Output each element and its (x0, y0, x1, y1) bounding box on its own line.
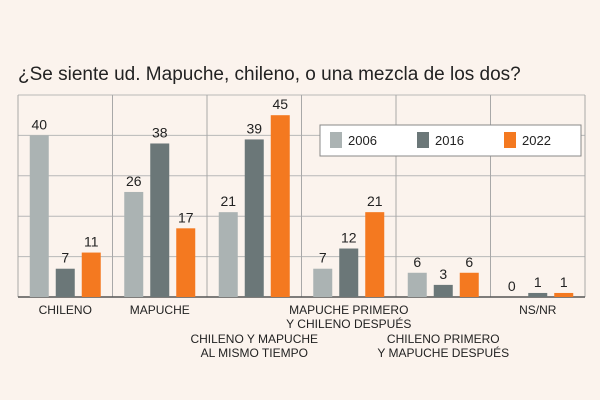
bar-2016-3 (339, 248, 359, 297)
value-label-2022-3: 21 (367, 193, 383, 209)
legend-label-2016: 2016 (435, 133, 464, 148)
category-label-4: CHILENO PRIMERO Y MAPUCHE DESPUÉS (377, 332, 509, 360)
value-label-2016-3: 12 (341, 230, 357, 246)
bar-2016-5 (528, 292, 548, 297)
bar-2022-1 (176, 228, 196, 297)
value-label-2022-1: 17 (178, 209, 194, 225)
value-label-2022-4: 6 (465, 254, 473, 270)
value-label-2016-4: 3 (439, 266, 447, 282)
bar-2016-2 (244, 139, 264, 297)
value-label-2016-5: 1 (534, 274, 542, 290)
legend-label-2006: 2006 (348, 133, 377, 148)
bar-2006-1 (124, 191, 144, 297)
bar-2016-1 (150, 143, 170, 297)
value-label-2016-1: 38 (152, 124, 168, 140)
bar-2022-3 (365, 212, 385, 297)
bar-2016-4 (433, 284, 453, 297)
value-label-2006-0: 40 (31, 116, 47, 132)
legend-swatch-2006 (330, 132, 342, 148)
value-label-2006-3: 7 (319, 250, 327, 266)
bar-2022-5 (554, 292, 574, 297)
value-label-2016-0: 7 (61, 250, 69, 266)
legend-swatch-2022 (504, 132, 516, 148)
bar-2022-2 (270, 115, 290, 297)
value-label-2022-2: 45 (272, 96, 288, 112)
bar-2006-4 (407, 272, 427, 297)
category-label-0: CHILENO (39, 303, 92, 317)
value-label-2016-2: 39 (246, 120, 262, 136)
value-label-2022-0: 11 (84, 234, 99, 250)
value-label-2006-1: 26 (126, 173, 142, 189)
category-label-5: NS/NR (519, 303, 557, 317)
bar-2016-0 (55, 268, 75, 297)
bars (29, 115, 574, 297)
legend-swatch-2016 (417, 132, 429, 148)
value-label-2006-5: 0 (508, 278, 516, 294)
bar-2022-4 (459, 272, 479, 297)
bar-2022-0 (81, 252, 101, 297)
value-label-2022-5: 1 (560, 274, 568, 290)
value-label-2006-2: 21 (220, 193, 236, 209)
legend: 2006 2016 2022 (319, 124, 582, 157)
legend-label-2022: 2022 (522, 133, 551, 148)
category-labels: CHILENO MAPUCHE CHILENO Y MAPUCHE AL MISMO … (39, 303, 557, 360)
category-label-1: MAPUCHE (130, 303, 190, 317)
bar-2006-2 (218, 212, 238, 297)
chart-title: ¿Se siente ud. Mapuche, chileno, o una m… (18, 64, 521, 85)
value-label-2006-4: 6 (413, 254, 421, 270)
bar-2006-0 (29, 135, 49, 297)
bar-2006-3 (313, 268, 333, 297)
category-label-2: CHILENO Y MAPUCHE AL MISMO TIEMPO (190, 332, 318, 360)
legend-box (319, 124, 582, 157)
category-label-3: MAPUCHE PRIMERO Y CHILENO DESPUÉS (286, 303, 411, 331)
